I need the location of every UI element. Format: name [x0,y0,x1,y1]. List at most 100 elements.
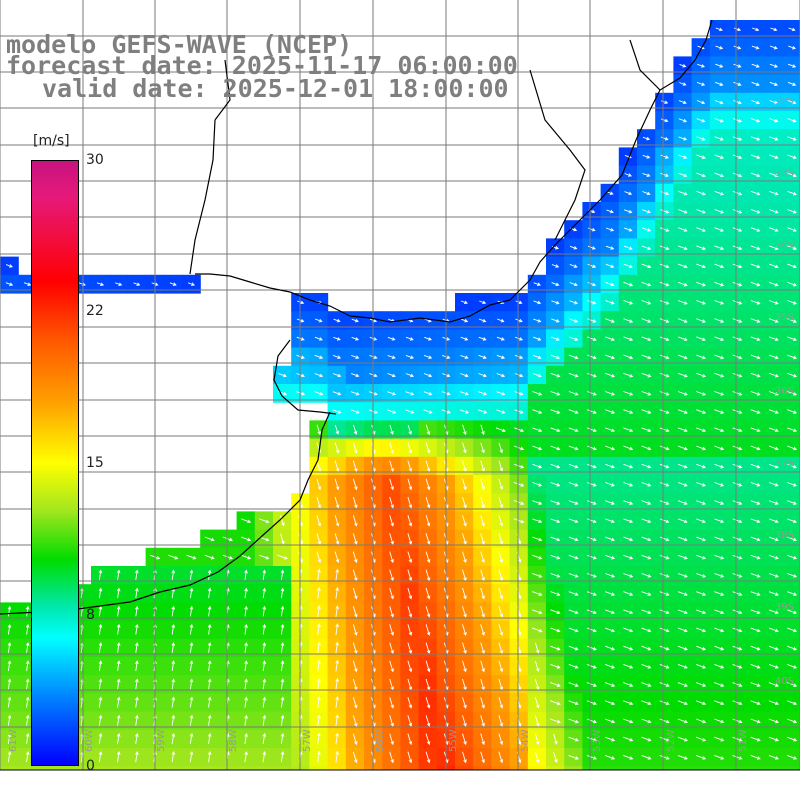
wind-arrow [480,478,485,491]
wind-arrow [317,568,321,581]
wind-arrow [498,497,504,509]
wind-arrow [641,645,652,651]
wind-arrow [696,100,706,105]
wind-arrow [480,715,485,727]
wind-arrow [732,663,743,669]
wind-arrow [768,336,779,342]
wind-arrow [352,533,358,545]
wind-arrow [624,173,632,177]
wind-arrow [623,318,634,323]
wind-arrow [733,63,742,68]
colorbar-tick-22: 22 [86,303,104,319]
wind-arrow [262,660,267,672]
wind-cell [782,766,800,770]
wind-arrow [586,354,597,360]
wind-arrow [480,533,485,545]
wind-arrow [623,736,634,742]
wind-arrow [786,682,798,687]
wind-arrow [696,463,706,469]
wind-arrow [405,336,414,341]
colorbar-unit-label: [m/s] [33,133,70,149]
wind-arrow [586,372,597,378]
wind-arrow [280,587,285,599]
wind-arrow [514,391,524,396]
wind-arrow [697,63,705,68]
wind-arrow [696,427,707,433]
colorbar-tick-min: 0 [86,758,95,774]
wind-arrow [696,609,707,615]
wind-cell [327,766,347,770]
wind-arrow [695,718,707,724]
wind-arrow [480,424,485,436]
wind-arrow [480,733,485,746]
wind-arrow [332,409,342,414]
wind-arrow [642,154,651,159]
wind-arrow [116,660,121,672]
wind-arrow [498,733,504,746]
wind-arrow [787,318,797,323]
wind-arrow [314,391,324,396]
border-line-2 [529,69,586,241]
wind-arrow [314,373,324,378]
lon-label: 54W [520,729,531,752]
wind-arrow [768,463,779,469]
colorbar [31,160,79,766]
wind-arrow [334,424,340,435]
wind-arrow [677,536,688,542]
wind-arrow [768,427,779,433]
wind-arrow [207,751,212,763]
wind-arrow [714,263,725,269]
wind-arrow [641,445,652,451]
wind-arrow [660,154,669,159]
wind-arrow [587,774,596,778]
wind-arrow [732,281,743,287]
wind-arrow [623,227,633,232]
wind-arrow [787,445,798,451]
wind-cell [564,766,583,770]
coastline-argentina [0,411,331,615]
wind-arrow [623,627,634,633]
wind-arrow [425,733,431,746]
wind-arrow [623,263,633,269]
wind-arrow [425,569,431,582]
wind-arrow [535,769,536,770]
wind-arrow [677,682,688,687]
wind-arrow [714,245,725,250]
wind-arrow [568,427,579,433]
wind-arrow [317,732,321,745]
wind-arrow [280,569,285,580]
wind-arrow [659,736,670,742]
wind-arrow [696,300,706,305]
wind-arrow [478,354,487,359]
wind-arrow [407,515,413,527]
wind-arrow [641,409,652,414]
lat-label: 33S [774,168,794,179]
wind-arrow [586,609,597,615]
wind-arrow [695,736,707,742]
wind-arrow [787,609,798,615]
wind-arrow [605,354,615,360]
wind-arrow [335,696,340,708]
wind-arrow [7,751,12,763]
wind-arrow [732,463,743,469]
wind-cell [582,766,602,770]
wind-arrow [262,642,267,653]
wind-arrow [787,118,797,123]
wind-arrow [733,81,742,86]
wind-arrow [732,427,743,433]
wind-arrow [425,660,431,673]
wind-arrow [750,754,761,760]
wind-arrow [5,282,14,286]
wind-arrow [769,63,778,68]
wind-arrow [133,282,141,286]
wind-arrow [787,336,797,342]
wind-arrow [750,554,761,560]
wind-arrow [462,697,467,709]
wind-arrow [605,300,615,305]
wind-arrow [605,263,615,269]
wind-arrow [98,624,103,635]
wind-arrow [171,605,176,617]
wind-arrow [568,445,579,451]
wind-arrow [189,660,194,672]
wind-arrow [786,700,798,706]
